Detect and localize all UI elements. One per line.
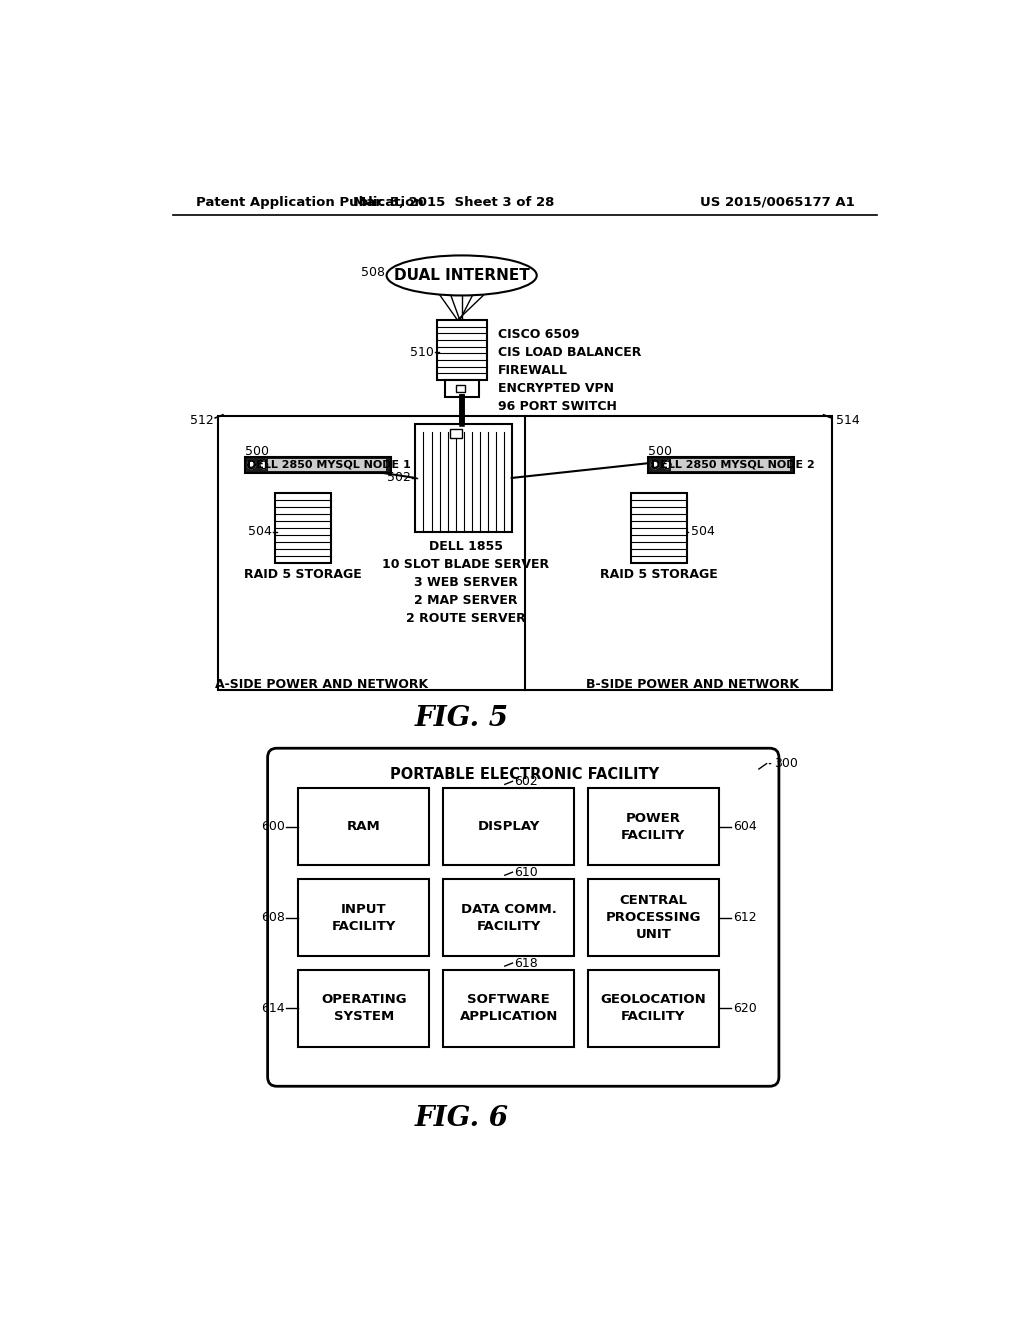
Text: RAID 5 STORAGE: RAID 5 STORAGE xyxy=(600,568,718,581)
Text: PORTABLE ELECTRONIC FACILITY: PORTABLE ELECTRONIC FACILITY xyxy=(390,767,659,781)
Text: POWER
FACILITY: POWER FACILITY xyxy=(622,812,686,842)
Text: Mar. 5, 2015  Sheet 3 of 28: Mar. 5, 2015 Sheet 3 of 28 xyxy=(353,195,555,209)
FancyBboxPatch shape xyxy=(298,879,429,956)
Text: 512: 512 xyxy=(190,413,214,426)
Text: US 2015/0065177 A1: US 2015/0065177 A1 xyxy=(699,195,854,209)
Text: A-SIDE POWER AND NETWORK: A-SIDE POWER AND NETWORK xyxy=(215,677,428,690)
Text: FIG. 5: FIG. 5 xyxy=(415,705,509,731)
FancyBboxPatch shape xyxy=(588,788,719,866)
Text: 608: 608 xyxy=(261,911,285,924)
Circle shape xyxy=(651,461,658,469)
FancyBboxPatch shape xyxy=(275,494,331,562)
Text: GEOLOCATION
FACILITY: GEOLOCATION FACILITY xyxy=(600,994,707,1023)
FancyBboxPatch shape xyxy=(443,970,574,1047)
Text: 620: 620 xyxy=(733,1002,757,1015)
Text: RAM: RAM xyxy=(347,820,381,833)
Text: 500: 500 xyxy=(245,445,268,458)
FancyBboxPatch shape xyxy=(588,879,719,956)
Text: 618: 618 xyxy=(514,957,538,970)
FancyBboxPatch shape xyxy=(267,459,386,471)
Text: 610: 610 xyxy=(514,866,538,879)
FancyBboxPatch shape xyxy=(443,788,574,866)
Circle shape xyxy=(260,461,267,469)
Ellipse shape xyxy=(387,256,537,296)
Text: DUAL INTERNET: DUAL INTERNET xyxy=(394,268,529,282)
Text: DATA COMM.
FACILITY: DATA COMM. FACILITY xyxy=(461,903,557,933)
Text: CISCO 6509
CIS LOAD BALANCER
FIREWALL
ENCRYPTED VPN
96 PORT SWITCH: CISCO 6509 CIS LOAD BALANCER FIREWALL EN… xyxy=(498,327,641,413)
FancyBboxPatch shape xyxy=(298,970,429,1047)
FancyBboxPatch shape xyxy=(631,494,686,562)
Text: 614: 614 xyxy=(261,1002,285,1015)
FancyBboxPatch shape xyxy=(588,970,719,1047)
Text: Patent Application Publication: Patent Application Publication xyxy=(196,195,424,209)
Circle shape xyxy=(664,461,671,469)
Text: 502: 502 xyxy=(387,471,411,484)
FancyBboxPatch shape xyxy=(648,457,795,473)
FancyBboxPatch shape xyxy=(671,459,790,471)
Text: 612: 612 xyxy=(733,911,757,924)
Text: 504: 504 xyxy=(691,525,715,539)
FancyBboxPatch shape xyxy=(451,429,463,438)
Text: B-SIDE POWER AND NETWORK: B-SIDE POWER AND NETWORK xyxy=(586,677,799,690)
Circle shape xyxy=(248,461,255,469)
Text: 602: 602 xyxy=(514,775,538,788)
Text: 600: 600 xyxy=(261,820,285,833)
FancyBboxPatch shape xyxy=(456,385,465,392)
Text: SOFTWARE
APPLICATION: SOFTWARE APPLICATION xyxy=(460,994,558,1023)
FancyBboxPatch shape xyxy=(217,416,833,689)
Text: DISPLAY: DISPLAY xyxy=(477,820,540,833)
FancyBboxPatch shape xyxy=(443,879,574,956)
Text: 510: 510 xyxy=(410,346,434,359)
Text: 514: 514 xyxy=(836,413,859,426)
FancyBboxPatch shape xyxy=(444,380,479,397)
FancyBboxPatch shape xyxy=(437,321,487,380)
Text: 508: 508 xyxy=(360,265,385,279)
Text: 504: 504 xyxy=(248,525,271,539)
Text: 300: 300 xyxy=(774,758,798,770)
Text: FIG. 6: FIG. 6 xyxy=(415,1105,509,1133)
Text: CENTRAL
PROCESSING
UNIT: CENTRAL PROCESSING UNIT xyxy=(605,894,701,941)
FancyBboxPatch shape xyxy=(267,748,779,1086)
Text: DELL 1855
10 SLOT BLADE SERVER
3 WEB SERVER
2 MAP SERVER
2 ROUTE SERVER: DELL 1855 10 SLOT BLADE SERVER 3 WEB SER… xyxy=(382,540,549,624)
Text: 500: 500 xyxy=(648,445,672,458)
FancyBboxPatch shape xyxy=(245,457,391,473)
Text: 604: 604 xyxy=(733,820,757,833)
FancyBboxPatch shape xyxy=(298,788,429,866)
FancyBboxPatch shape xyxy=(416,424,512,532)
Text: DELL 2850 MYSQL NODE 2: DELL 2850 MYSQL NODE 2 xyxy=(651,459,814,470)
Text: DELL 2850 MYSQL NODE 1: DELL 2850 MYSQL NODE 1 xyxy=(248,459,411,470)
Text: RAID 5 STORAGE: RAID 5 STORAGE xyxy=(244,568,361,581)
Text: OPERATING
SYSTEM: OPERATING SYSTEM xyxy=(322,994,407,1023)
Text: INPUT
FACILITY: INPUT FACILITY xyxy=(332,903,396,933)
